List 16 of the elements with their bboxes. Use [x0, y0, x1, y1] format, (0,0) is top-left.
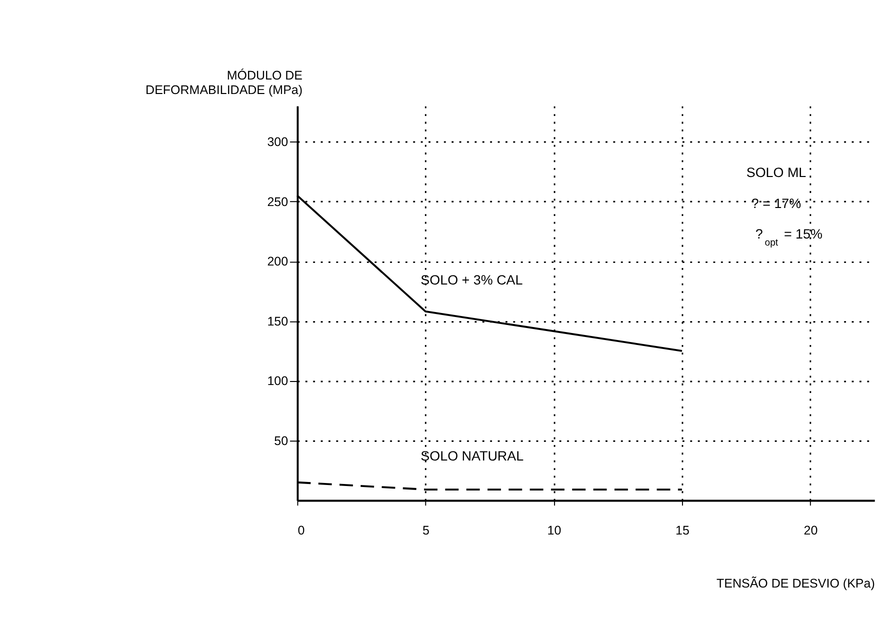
x-tick-label: 0 [298, 523, 305, 538]
x-tick-label: 10 [547, 523, 562, 538]
x-axis-title: TENSÃO DE DESVIO (KPa) [716, 576, 875, 590]
y-axis-title: MÓDULO DE DEFORMABILIDADE (MPa) [146, 68, 303, 97]
x-tick-label: 15 [676, 523, 690, 538]
x-tick-label: 5 [422, 523, 430, 538]
series-label: SOLO NATURAL [420, 448, 524, 464]
y-tick-label: 200 [267, 254, 288, 269]
y-tick-label: 100 [267, 374, 288, 388]
y-tick-label: 50 [274, 434, 288, 448]
annotation: SOLO ML [746, 165, 807, 180]
series-label: SOLO + 3% CAL [420, 272, 524, 288]
x-tick-label: 20 [804, 523, 818, 538]
y-tick-label: 150 [267, 314, 288, 328]
y-tick-label: 250 [267, 194, 288, 209]
y-tick-label: 300 [267, 135, 288, 150]
